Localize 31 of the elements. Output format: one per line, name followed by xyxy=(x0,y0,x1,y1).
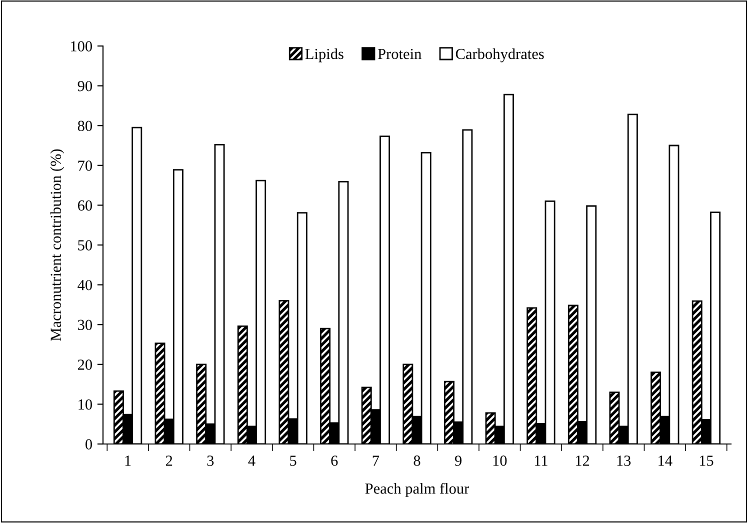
y-tick-label: 10 xyxy=(78,399,92,410)
y-tick-label: 50 xyxy=(78,240,92,250)
x-axis-title: Peach palm flour xyxy=(365,482,470,497)
y-tick-label: 30 xyxy=(78,320,92,330)
x-tick-label: 6 xyxy=(331,456,338,466)
x-tick-label: 5 xyxy=(290,456,296,466)
x-tick-label: 10 xyxy=(493,456,507,466)
legend-label: Protein xyxy=(378,48,422,60)
x-tick-label: 3 xyxy=(207,456,214,466)
y-tick-label: 20 xyxy=(78,360,92,370)
x-tick-label: 15 xyxy=(700,456,714,466)
x-tick-label: 11 xyxy=(534,456,548,466)
x-tick-label: 2 xyxy=(166,456,172,466)
y-tick-label: 0 xyxy=(86,439,92,450)
x-tick-label: 12 xyxy=(576,456,590,466)
y-tick-label: 60 xyxy=(78,200,92,211)
legend-label: Lipids xyxy=(305,48,344,62)
y-axis-title: Macronutrient contribution (%) xyxy=(50,149,64,341)
x-tick-label: 13 xyxy=(617,456,631,466)
x-tick-label: 1 xyxy=(125,456,131,466)
y-tick-label: 70 xyxy=(78,160,92,171)
y-tick-label: 90 xyxy=(78,80,92,92)
y-tick-label: 100 xyxy=(71,41,92,52)
x-tick-label: 7 xyxy=(372,456,380,466)
y-tick-label: 40 xyxy=(78,280,92,290)
x-tick-label: 4 xyxy=(248,456,256,466)
x-tick-label: 9 xyxy=(454,456,462,466)
x-tick-label: 14 xyxy=(658,456,672,466)
y-tick-label: 80 xyxy=(78,120,92,132)
x-tick-label: 8 xyxy=(414,456,420,466)
legend-label: Carbohydrates xyxy=(456,48,544,62)
